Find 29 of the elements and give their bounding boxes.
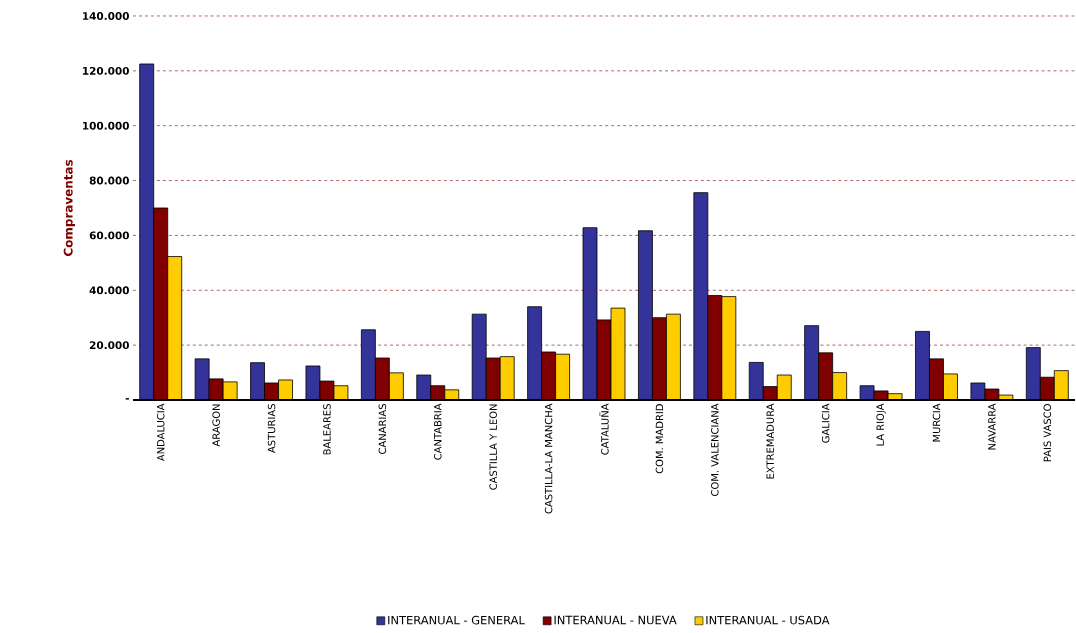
y-tick-label: 60.000 [89, 231, 129, 240]
y-tick-label: 80.000 [89, 176, 129, 185]
y-tick-label: 140.000 [83, 12, 129, 20]
y-tick-label: 40.000 [89, 286, 129, 295]
x-tick-label: BALEARES [323, 404, 331, 455]
x-tick-label: CANTABRIA [434, 403, 442, 460]
y-tick-label: 120.000 [83, 66, 129, 75]
x-tick-label: ARAGON [212, 404, 220, 447]
y-tick-label: - [125, 398, 129, 400]
legend-label: INTERANUAL - GENERAL [388, 615, 525, 625]
legend-label: INTERANUAL - NUEVA [554, 615, 677, 625]
x-tick-label: COM. VALENCIANA [711, 403, 719, 496]
y-axis-title: Compraventas [63, 159, 75, 257]
x-tick-label: COM. MADRID [655, 404, 664, 474]
x-tick-label: CASTILLA Y LEON [489, 404, 497, 490]
y-tick-label: 20.000 [89, 341, 129, 350]
x-tick-label: CANARIAS [378, 404, 387, 454]
x-tick-label: CATALUÑA [599, 403, 609, 455]
x-tick-label: ANDALUCIA [156, 403, 165, 462]
x-tick-label: NAVARRA [988, 403, 996, 450]
x-tick-label: MURCIA [932, 403, 941, 442]
x-tick-label: CASTILLA-LA MANCHA [544, 403, 553, 514]
legend-label: INTERANUAL - USADA [706, 615, 830, 625]
x-tick-label: EXTREMADURA [766, 403, 774, 479]
x-tick-label: ASTURIAS [267, 404, 276, 453]
x-tick-label: PAIS VASCO [1043, 404, 1052, 462]
x-tick-label: GALICIA [821, 403, 830, 443]
x-tick-label: LA RIOJA [876, 403, 886, 446]
y-tick-label: 100.000 [83, 121, 129, 130]
